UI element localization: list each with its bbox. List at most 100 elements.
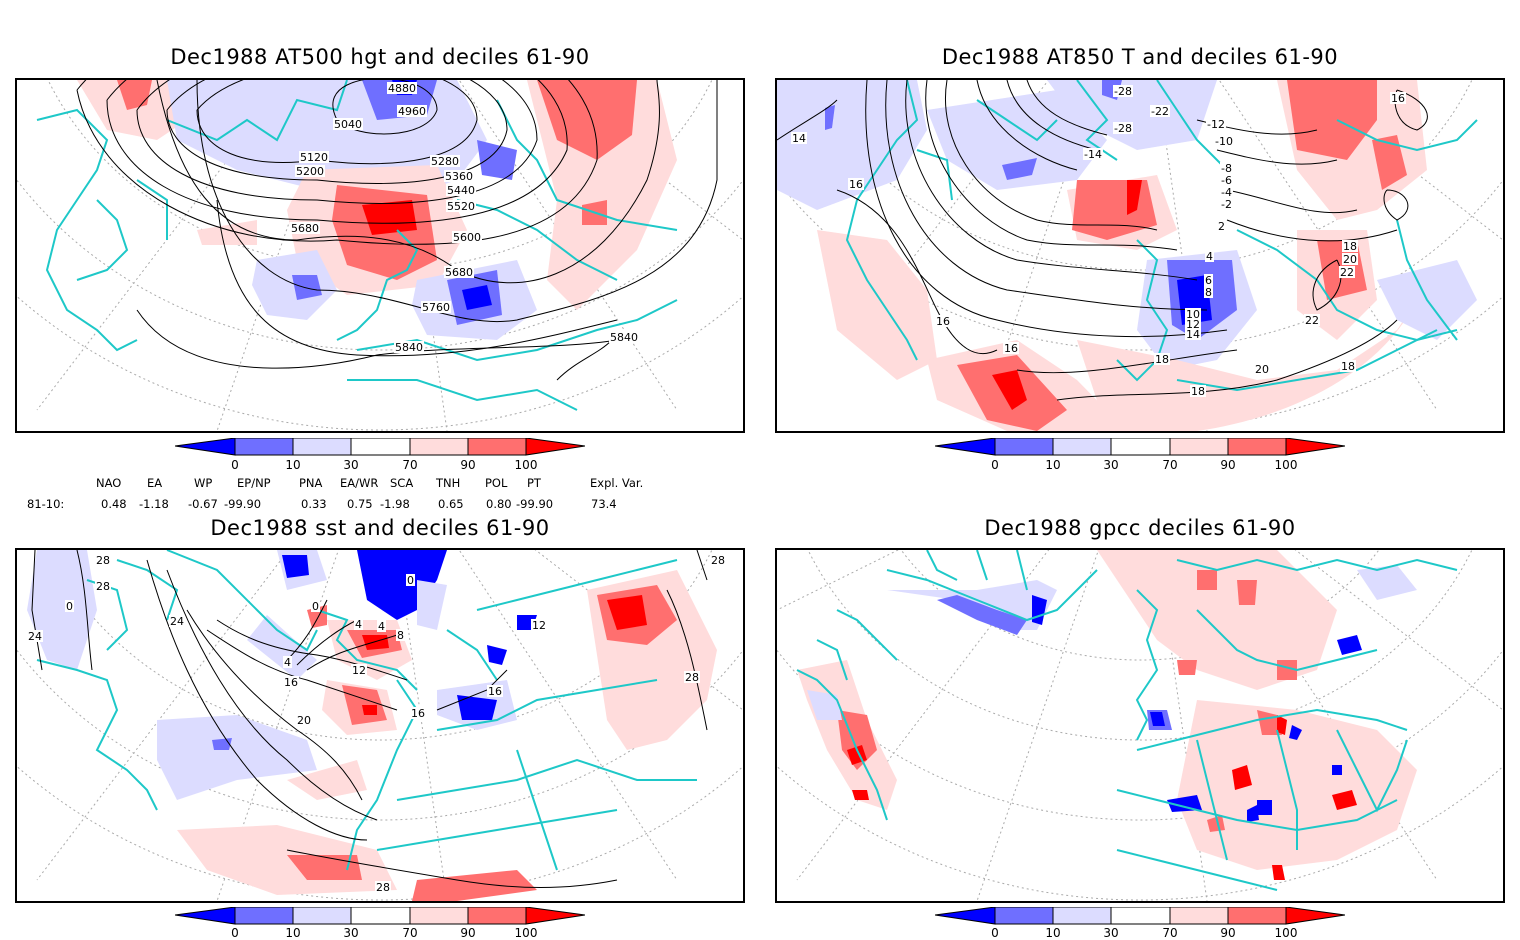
colorbar-tick: 0 — [231, 926, 239, 940]
index-header: EA/WR — [340, 476, 379, 490]
contour-label: 28 — [711, 554, 725, 567]
colorbar-swatch-30-70 — [1110, 907, 1171, 925]
colorbar-tick: 70 — [402, 458, 418, 472]
index-row-label: 81-10: — [27, 497, 65, 511]
colorbar-tick: 70 — [1162, 458, 1178, 472]
colorbar-swatch-90-100 — [467, 907, 527, 925]
contour-label: 5600 — [453, 231, 481, 244]
colorbar-swatch-below-0 — [935, 907, 996, 925]
colorbar-swatch-10-30 — [1052, 438, 1112, 456]
colorbar-swatch-70-90 — [1169, 438, 1229, 456]
chart-title-gpcc: Dec1988 gpcc deciles 61-90 — [984, 516, 1296, 540]
colorbar-swatch-90-100 — [1227, 438, 1287, 456]
map-outside-mask — [777, 200, 1197, 431]
contour-label: 6 — [1205, 274, 1212, 287]
colorbar-swatch-70-90 — [1169, 907, 1229, 925]
contour-label: -2 — [1221, 198, 1232, 211]
map-t850: -28 -22 -28 -12 -10 -14 -8 -6 -4 -2 2 4 … — [777, 80, 1503, 431]
index-header: PNA — [299, 476, 323, 490]
colorbar-swatch-below-0 — [175, 438, 236, 456]
index-value: -1.98 — [380, 497, 410, 511]
contour-label: 28 — [96, 580, 110, 593]
index-header: Expl. Var. — [590, 476, 644, 490]
colorbar-swatch-below-0 — [175, 907, 236, 925]
contour-label: 20 — [297, 714, 311, 727]
index-header: NAO — [96, 476, 122, 490]
colorbar-swatch-30-70 — [1110, 438, 1171, 456]
colorbar-swatch-below-0 — [935, 438, 996, 456]
colorbar-swatches — [175, 438, 585, 456]
colorbar-swatch-30-70 — [350, 907, 411, 925]
contour-label: -28 — [1114, 122, 1132, 135]
contours — [76, 80, 718, 381]
contour-labels: 4880 4960 5040 5120 5200 5280 5360 5440 … — [290, 82, 639, 354]
contour-label: 4880 — [388, 82, 416, 95]
contour-label: 18 — [1155, 353, 1169, 366]
index-value: 0.75 — [347, 497, 373, 511]
colorbar-t850: 0 10 30 70 90 100 — [935, 438, 1345, 474]
colorbar-tick: 30 — [343, 926, 359, 940]
graticule — [17, 550, 743, 901]
contour-label: 14 — [1186, 328, 1200, 341]
colorbar-tick: 0 — [991, 926, 999, 940]
map-panel-sst: 28 28 24 24 0 0 0 4 4 4 8 12 16 16 16 20… — [15, 548, 745, 903]
colorbar-tick: 10 — [1045, 926, 1061, 940]
contour-label: 5280 — [431, 155, 459, 168]
colorbar-tick: 0 — [991, 458, 999, 472]
contour-label: 16 — [936, 315, 950, 328]
colorbar-swatch-0-10 — [234, 438, 294, 456]
colorbar-swatch-above-100 — [1285, 438, 1345, 456]
contour-label: 18 — [1191, 385, 1205, 398]
index-header: WP — [194, 476, 213, 490]
contour-label: 28 — [96, 554, 110, 567]
colorbar-swatch-90-100 — [467, 438, 527, 456]
decile-shading — [797, 550, 1417, 880]
contour-label: 24 — [28, 630, 42, 643]
contour-label: 5680 — [291, 222, 319, 235]
contour-label: 4 — [355, 618, 362, 631]
graticule — [777, 80, 1503, 431]
colorbar-swatch-0-10 — [234, 907, 294, 925]
map-gpcc — [777, 550, 1503, 901]
index-header: PT — [527, 476, 541, 490]
coastlines — [796, 550, 1458, 891]
colorbar-gpcc: 0 10 30 70 90 100 — [935, 907, 1345, 940]
colorbar-z500: 0 10 30 70 90 100 — [175, 438, 585, 474]
colorbar-tick: 100 — [1274, 458, 1298, 472]
index-value: 73.4 — [591, 497, 617, 511]
contour-label: 8 — [1205, 286, 1212, 299]
contour-label: 16 — [411, 707, 425, 720]
contour-label: 0 — [407, 574, 414, 587]
coastlines — [845, 80, 1478, 392]
colorbar-tick: 30 — [1103, 926, 1119, 940]
colorbar-tick: 90 — [1220, 926, 1236, 940]
contour-label: 0 — [312, 600, 319, 613]
colorbar-swatch-above-100 — [525, 907, 585, 925]
contour-label: 16 — [488, 685, 502, 698]
colorbar-sst: 0 10 30 70 90 100 — [175, 907, 585, 940]
colorbar-swatch-30-70 — [350, 438, 411, 456]
contour-label: 22 — [1340, 266, 1354, 279]
colorbar-tick: 0 — [231, 458, 239, 472]
contour-label: 20 — [1255, 363, 1269, 376]
contour-label: 18 — [1341, 360, 1355, 373]
contour-label: 4960 — [398, 105, 426, 118]
map-panel-t850: -28 -22 -28 -12 -10 -14 -8 -6 -4 -2 2 4 … — [775, 78, 1505, 433]
contour-label: 5120 — [300, 151, 328, 164]
contour-label: 8 — [397, 629, 404, 642]
chart-title-sst: Dec1988 sst and deciles 61-90 — [210, 516, 550, 540]
contour-label: 16 — [849, 178, 863, 191]
contour-label: 5200 — [296, 165, 324, 178]
colorbar-tick: 30 — [1103, 458, 1119, 472]
contour-label: 28 — [376, 881, 390, 894]
graticule — [777, 550, 1503, 901]
chart-title-z500: Dec1988 AT500 hgt and deciles 61-90 — [170, 45, 590, 69]
colorbar-tick: 100 — [514, 926, 538, 940]
contour-label: 5760 — [422, 301, 450, 314]
index-header: EA — [147, 476, 163, 490]
colorbar-tick: 30 — [343, 458, 359, 472]
contour-label: 5520 — [447, 200, 475, 213]
contour-label: 4 — [1206, 250, 1213, 263]
colorbar-tick: 70 — [402, 926, 418, 940]
decile-shading — [27, 550, 717, 901]
